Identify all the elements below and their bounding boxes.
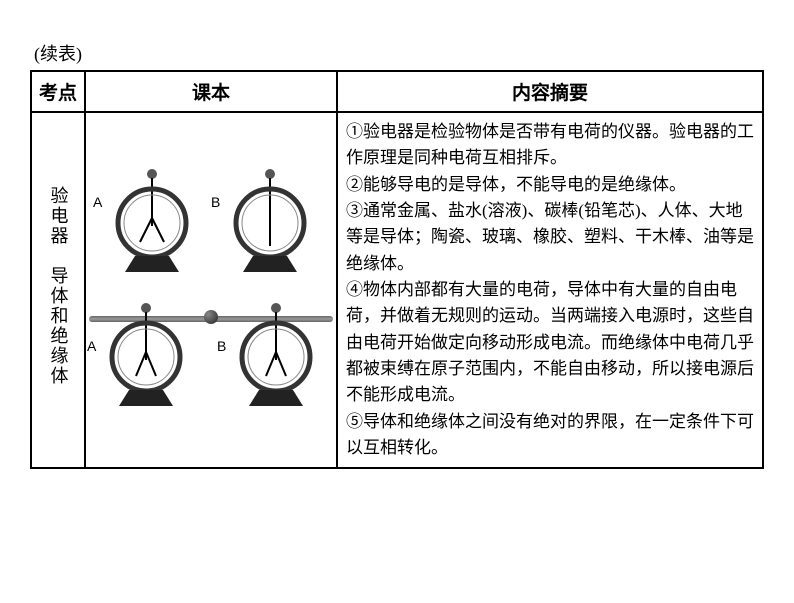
content-point-4: ④物体内部都有大量的电荷，导体中有大量的自由电荷，并做着无规则的运动。当两端接入… [346,277,754,409]
main-table: 考点 课本 内容摘要 验电器 导体和绝缘体 A [30,70,764,469]
content-point-3: ③通常金属、盐水(溶液)、碳棒(铅笔芯)、人体、大地等是导体；陶瓷、玻璃、橡胶、… [346,198,754,277]
kaodian-cell: 验电器 导体和绝缘体 [31,112,85,468]
electroscope-top-right: B [225,168,315,278]
rod-knob-icon [204,310,218,324]
label-A-bottom: A [87,338,96,354]
continuation-label: (续表) [34,40,764,66]
header-neirong: 内容摘要 [337,71,763,112]
content-cell: ①验电器是检验物体是否带有电荷的仪器。验电器的工作原理是同种电荷互相排斥。 ②能… [337,112,763,468]
electroscope-bottom-left: A [101,302,191,412]
electroscope-top-left: A [107,168,197,278]
table-row: 验电器 导体和绝缘体 A [31,112,763,468]
content-point-5: ⑤导体和绝缘体之间没有绝对的界限，在一定条件下可以互相转化。 [346,409,754,462]
content-point-1: ①验电器是检验物体是否带有电荷的仪器。验电器的工作原理是同种电荷互相排斥。 [346,119,754,172]
header-row: 考点 课本 内容摘要 [31,71,763,112]
diagram-top-row: A [107,168,315,278]
diagram-cell: A [85,112,337,468]
header-keben: 课本 [85,71,337,112]
electroscope-icon [231,302,321,412]
electroscope-icon [101,302,191,412]
kaodian-text: 验电器 导体和绝缘体 [45,186,72,386]
electroscope-icon [107,168,197,278]
label-B-top: B [211,194,220,210]
label-A-top: A [93,194,102,210]
label-B-bottom: B [217,338,226,354]
diagram-bottom-row: A B [101,302,321,412]
header-kaodian: 考点 [31,71,85,112]
electroscope-bottom-right: B [231,302,321,412]
electroscope-icon [225,168,315,278]
content-point-2: ②能够导电的是导体，不能导电的是绝缘体。 [346,172,754,198]
electroscope-diagram: A [94,168,328,412]
